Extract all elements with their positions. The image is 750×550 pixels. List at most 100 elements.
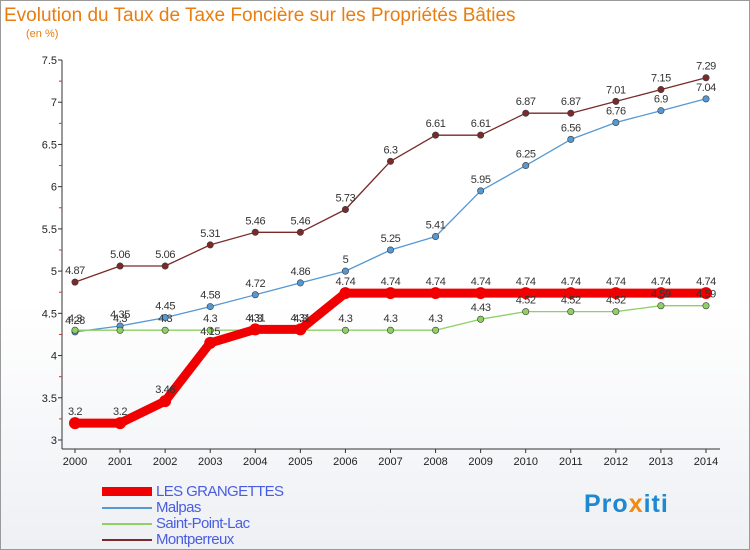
data-label-les-grangettes: 4.74 <box>651 276 671 288</box>
data-label-les-grangettes: 4.74 <box>471 276 491 288</box>
data-point-montperreux <box>251 228 259 236</box>
data-point-malpas <box>522 162 530 170</box>
data-label-malpas: 5.25 <box>381 233 401 245</box>
x-tick-label: 2011 <box>559 456 583 468</box>
chart-title: Evolution du Taux de Taxe Foncière sur l… <box>4 5 516 26</box>
x-tick-label: 2014 <box>694 456 718 468</box>
data-label-montperreux: 7.01 <box>606 84 626 96</box>
data-label-montperreux: 5.73 <box>336 192 356 204</box>
data-label-saint-point-lac: 4.3 <box>68 313 82 325</box>
data-point-les-grangettes <box>339 287 352 300</box>
data-label-saint-point-lac: 4.3 <box>429 313 443 325</box>
x-tick-label: 2001 <box>108 456 132 468</box>
data-label-saint-point-lac: 4.3 <box>248 313 262 325</box>
data-label-malpas: 5.41 <box>426 219 446 231</box>
data-label-montperreux: 5.46 <box>245 215 265 227</box>
x-tick-label: 2007 <box>378 456 402 468</box>
data-label-saint-point-lac: 4.43 <box>471 302 491 314</box>
data-label-malpas: 6.9 <box>654 94 668 106</box>
data-point-saint-point-lac <box>71 326 79 334</box>
data-label-les-grangettes: 4.74 <box>381 276 401 288</box>
data-label-montperreux: 6.3 <box>383 144 397 156</box>
data-point-malpas <box>206 303 214 311</box>
data-point-montperreux <box>71 278 79 286</box>
legend-label-malpas: Malpas <box>156 499 201 516</box>
data-label-montperreux: 5.31 <box>200 228 220 240</box>
data-label-saint-point-lac: 4.52 <box>516 295 536 307</box>
data-label-malpas: 6.76 <box>606 105 626 117</box>
data-point-les-grangettes <box>204 336 217 349</box>
data-label-saint-point-lac: 4.3 <box>203 313 217 325</box>
data-label-malpas: 4.86 <box>290 266 310 278</box>
data-point-montperreux <box>206 241 214 249</box>
data-label-les-grangettes: 3.46 <box>155 384 175 396</box>
x-tick-label: 2006 <box>333 456 357 468</box>
data-labels-layer: 4.87 5.06 5.06 5.31 5.46 5.46 5.73 6.3 6.61 6.61 6… <box>65 61 716 418</box>
data-point-montperreux <box>386 157 394 165</box>
data-point-malpas <box>567 135 575 143</box>
data-label-saint-point-lac: 4.59 <box>651 289 671 301</box>
data-point-les-grangettes <box>654 287 667 300</box>
x-tick-label: 2008 <box>423 456 447 468</box>
data-label-montperreux: 6.61 <box>471 118 491 130</box>
data-point-malpas <box>296 279 304 287</box>
data-label-malpas: 6.25 <box>516 149 536 161</box>
axes: 3 3.5 4 4.5 5 5.5 6 6.5 7 7.5 2000 2001 2002 2003 2004… <box>42 55 720 468</box>
data-point-les-grangettes <box>249 323 262 336</box>
data-point-les-grangettes <box>609 287 622 300</box>
data-label-les-grangettes: 4.31 <box>290 312 310 324</box>
y-tick-label: 3.5 <box>42 393 57 405</box>
data-label-saint-point-lac: 4.3 <box>158 313 172 325</box>
data-label-malpas: 4.58 <box>200 290 220 302</box>
data-label-saint-point-lac: 4.3 <box>293 313 307 325</box>
y-tick-label: 4.5 <box>42 308 57 320</box>
data-point-les-grangettes <box>114 417 127 430</box>
data-point-malpas <box>477 187 485 195</box>
x-tick-label: 2013 <box>649 456 673 468</box>
data-label-saint-point-lac: 4.59 <box>696 289 716 301</box>
data-label-malpas: 4.35 <box>110 309 130 321</box>
data-point-les-grangettes <box>474 287 487 300</box>
data-label-malpas: 4.72 <box>245 278 265 290</box>
x-tick-label: 2005 <box>288 456 312 468</box>
data-point-les-grangettes <box>69 417 81 430</box>
data-point-saint-point-lac <box>206 326 214 334</box>
y-tick-label: 5.5 <box>42 224 57 236</box>
data-point-montperreux <box>477 131 485 139</box>
data-point-saint-point-lac <box>432 326 440 334</box>
x-tick-label: 2004 <box>243 456 267 468</box>
data-label-montperreux: 5.06 <box>110 249 130 261</box>
data-point-malpas <box>341 267 349 275</box>
data-label-saint-point-lac: 4.3 <box>383 313 397 325</box>
data-label-les-grangettes: 3.2 <box>113 406 127 418</box>
data-label-malpas: 7.04 <box>696 82 716 94</box>
data-point-les-grangettes <box>384 287 397 300</box>
data-label-les-grangettes: 4.31 <box>245 312 265 324</box>
x-tick-label: 2000 <box>63 456 87 468</box>
data-point-saint-point-lac <box>116 326 124 334</box>
data-label-les-grangettes: 4.74 <box>561 276 581 288</box>
data-point-malpas <box>251 291 259 299</box>
legend-label-montperreux: Montperreux <box>156 531 234 548</box>
data-point-montperreux <box>161 262 169 270</box>
data-point-les-grangettes <box>429 287 442 300</box>
data-label-saint-point-lac: 4.52 <box>561 295 581 307</box>
data-point-les-grangettes <box>519 287 532 300</box>
data-point-montperreux <box>116 262 124 270</box>
data-point-montperreux <box>522 109 530 117</box>
data-point-saint-point-lac <box>612 308 620 316</box>
data-point-saint-point-lac <box>567 308 575 316</box>
data-point-saint-point-lac <box>386 326 394 334</box>
data-label-malpas: 5.95 <box>471 174 491 186</box>
data-label-montperreux: 4.87 <box>65 265 85 277</box>
data-label-les-grangettes: 4.74 <box>606 276 626 288</box>
data-label-les-grangettes: 4.74 <box>696 276 716 288</box>
series-layer <box>69 74 712 430</box>
data-label-malpas: 6.56 <box>561 122 581 134</box>
data-point-montperreux <box>432 131 440 139</box>
y-tick-label: 7 <box>51 97 57 109</box>
legend-label-les-grangettes: LES GRANGETTES <box>156 483 284 500</box>
x-tick-label: 2009 <box>468 456 492 468</box>
